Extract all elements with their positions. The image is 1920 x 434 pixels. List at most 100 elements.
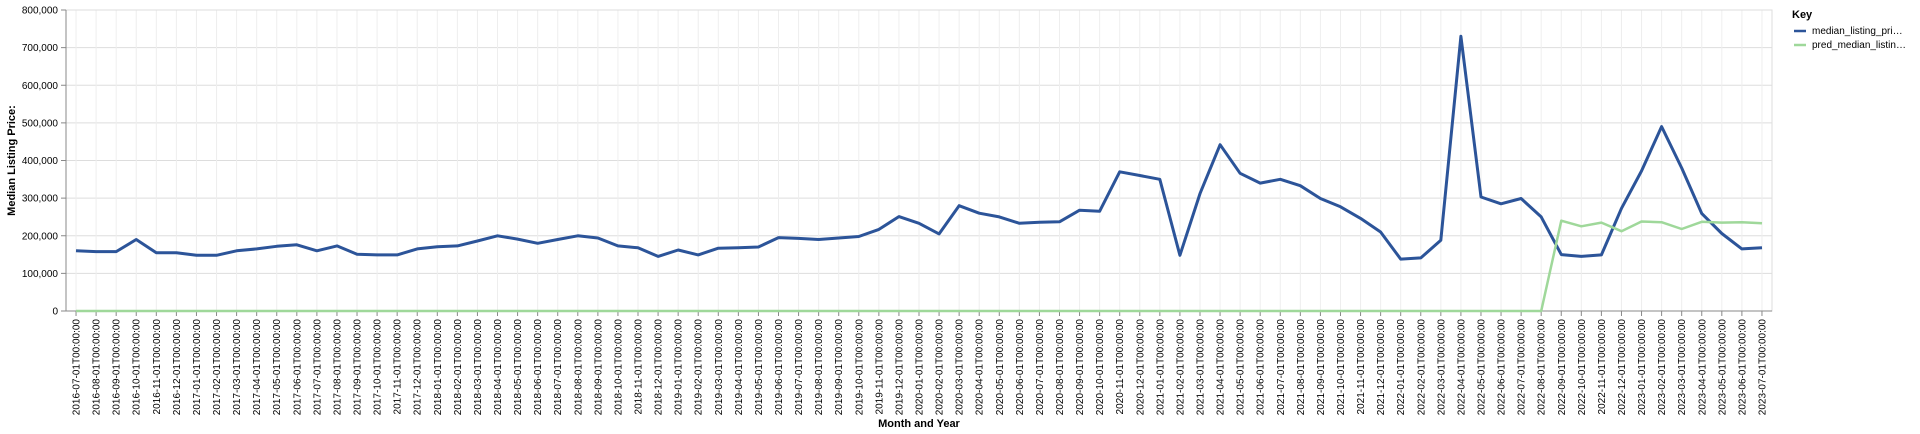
x-tick-label: 2023-03-01T00:00:00	[1677, 319, 1688, 416]
x-tick-label: 2018-10-01T00:00:00	[613, 319, 624, 416]
x-tick-label: 2017-02-01T00:00:00	[212, 319, 223, 416]
x-tick-label: 2018-02-01T00:00:00	[453, 319, 464, 416]
x-tick-label: 2017-11-01T00:00:00	[393, 319, 404, 415]
x-tick-label: 2020-06-01T00:00:00	[1015, 319, 1026, 416]
y-tick-label: 0	[52, 307, 58, 318]
x-tick-label: 2017-08-01T00:00:00	[332, 319, 343, 416]
y-tick-label: 300,000	[22, 194, 59, 205]
x-tick-label: 2016-10-01T00:00:00	[132, 319, 143, 416]
x-tick-label: 2023-06-01T00:00:00	[1737, 319, 1748, 416]
x-tick-label: 2018-01-01T00:00:00	[433, 319, 444, 416]
x-tick-label: 2020-07-01T00:00:00	[1035, 319, 1046, 416]
series-line	[75, 34, 1763, 261]
x-tick-label: 2018-09-01T00:00:00	[593, 319, 604, 416]
x-tick-label: 2021-01-01T00:00:00	[1155, 319, 1166, 416]
x-tick-label: 2016-12-01T00:00:00	[172, 319, 183, 416]
x-tick-label: 2021-02-01T00:00:00	[1175, 319, 1186, 416]
x-tick-label: 2017-06-01T00:00:00	[292, 319, 303, 416]
y-axis-title: Median Listing Price:	[6, 105, 18, 216]
x-tick-label: 2019-12-01T00:00:00	[894, 319, 905, 416]
x-tick-label: 2016-07-01T00:00:00	[72, 319, 83, 416]
legend-label: median_listing_pri…	[1812, 26, 1903, 37]
x-tick-label: 2023-04-01T00:00:00	[1697, 319, 1708, 416]
x-tick-label: 2019-04-01T00:00:00	[734, 319, 745, 416]
x-tick-label: 2018-07-01T00:00:00	[553, 319, 564, 416]
x-tick-label: 2022-09-01T00:00:00	[1557, 319, 1568, 416]
series-lines	[75, 34, 1763, 313]
x-tick-label: 2022-08-01T00:00:00	[1537, 319, 1548, 416]
y-tick-label: 100,000	[22, 269, 59, 280]
x-tick-label: 2021-04-01T00:00:00	[1216, 319, 1227, 416]
x-tick-label: 2022-03-01T00:00:00	[1436, 319, 1447, 416]
x-tick-label: 2021-06-01T00:00:00	[1256, 319, 1267, 416]
legend: Key median_listing_pri… pred_median_listi…	[1792, 9, 1906, 51]
x-tick-label: 2021-07-01T00:00:00	[1276, 319, 1287, 416]
x-axis-title: Month and Year	[878, 418, 960, 430]
x-tick-label: 2020-09-01T00:00:00	[1075, 319, 1086, 416]
x-tick-label: 2020-03-01T00:00:00	[955, 319, 966, 416]
x-tick-label: 2022-10-01T00:00:00	[1577, 319, 1588, 416]
x-tick-label: 2020-01-01T00:00:00	[915, 319, 926, 416]
x-tick-label: 2019-11-01T00:00:00	[874, 319, 885, 415]
x-tick-label: 2019-08-01T00:00:00	[814, 319, 825, 416]
x-tick-label: 2019-06-01T00:00:00	[774, 319, 785, 416]
x-tick-label: 2016-11-01T00:00:00	[152, 319, 163, 415]
x-tick-label: 2017-01-01T00:00:00	[192, 319, 203, 416]
x-tick-label: 2018-05-01T00:00:00	[513, 319, 524, 416]
x-tick-label: 2022-05-01T00:00:00	[1476, 319, 1487, 416]
y-tick-label: 800,000	[22, 6, 59, 17]
x-tick-label: 2021-11-01T00:00:00	[1356, 319, 1367, 415]
x-tick-label: 2020-02-01T00:00:00	[935, 319, 946, 416]
x-tick-label: 2022-04-01T00:00:00	[1456, 319, 1467, 416]
x-tick-label: 2021-08-01T00:00:00	[1296, 319, 1307, 416]
x-tick-label: 2022-06-01T00:00:00	[1497, 319, 1508, 416]
x-tick-label: 2017-10-01T00:00:00	[373, 319, 384, 416]
x-tick-label: 2021-05-01T00:00:00	[1236, 319, 1247, 416]
x-tick-label: 2020-08-01T00:00:00	[1055, 319, 1066, 416]
y-axis: 0 100,000 200,000 300,000 400,000 500,000 600,…	[22, 6, 67, 318]
x-tick-label: 2016-09-01T00:00:00	[112, 319, 123, 416]
y-tick-label: 600,000	[22, 81, 59, 92]
x-tick-label: 2017-03-01T00:00:00	[232, 319, 243, 416]
x-tick-label: 2022-02-01T00:00:00	[1416, 319, 1427, 416]
x-tick-label: 2019-05-01T00:00:00	[754, 319, 765, 416]
x-tick-label: 2019-07-01T00:00:00	[794, 319, 805, 416]
y-tick-label: 200,000	[22, 231, 59, 242]
y-tick-label: 400,000	[22, 156, 59, 167]
x-tick-label: 2018-03-01T00:00:00	[473, 319, 484, 416]
series-line	[76, 219, 1763, 313]
x-tick-label: 2017-09-01T00:00:00	[353, 319, 364, 416]
x-axis: 2016-07-01T00:00:00 2016-08-01T00:00:00 20…	[66, 310, 1772, 416]
x-tick-label: 2019-10-01T00:00:00	[854, 319, 865, 416]
x-tick-label: 2017-07-01T00:00:00	[312, 319, 323, 416]
x-tick-label: 2023-02-01T00:00:00	[1657, 319, 1668, 416]
x-tick-label: 2016-08-01T00:00:00	[92, 319, 103, 416]
y-tick-label: 500,000	[22, 118, 59, 129]
x-tick-label: 2017-05-01T00:00:00	[272, 319, 283, 416]
x-tick-label: 2023-07-01T00:00:00	[1757, 319, 1768, 416]
x-tick-label: 2021-03-01T00:00:00	[1195, 319, 1206, 416]
x-tick-label: 2018-04-01T00:00:00	[493, 319, 504, 416]
x-tick-label: 2018-11-01T00:00:00	[634, 319, 645, 415]
x-tick-label: 2021-10-01T00:00:00	[1336, 319, 1347, 416]
x-tick-label: 2019-02-01T00:00:00	[694, 319, 705, 416]
x-tick-label: 2018-06-01T00:00:00	[533, 319, 544, 416]
x-tick-label: 2022-12-01T00:00:00	[1617, 319, 1628, 416]
x-tick-label: 2020-05-01T00:00:00	[995, 319, 1006, 416]
x-tick-label: 2021-09-01T00:00:00	[1316, 319, 1327, 416]
x-tick-label: 2018-12-01T00:00:00	[654, 319, 665, 416]
x-tick-label: 2020-12-01T00:00:00	[1135, 319, 1146, 416]
x-tick-label: 2020-10-01T00:00:00	[1095, 319, 1106, 416]
x-tick-label: 2019-03-01T00:00:00	[714, 319, 725, 416]
gridlines	[66, 9, 1772, 312]
x-tick-label: 2017-12-01T00:00:00	[413, 319, 424, 416]
x-tick-label: 2017-04-01T00:00:00	[252, 319, 263, 416]
x-tick-label: 2018-08-01T00:00:00	[573, 319, 584, 416]
x-tick-label: 2023-05-01T00:00:00	[1717, 319, 1728, 416]
x-tick-label: 2019-09-01T00:00:00	[834, 319, 845, 416]
legend-title: Key	[1792, 9, 1813, 21]
x-tick-label: 2023-01-01T00:00:00	[1637, 319, 1648, 416]
legend-label: pred_median_listin…	[1812, 40, 1906, 51]
x-tick-label: 2022-11-01T00:00:00	[1597, 319, 1608, 415]
